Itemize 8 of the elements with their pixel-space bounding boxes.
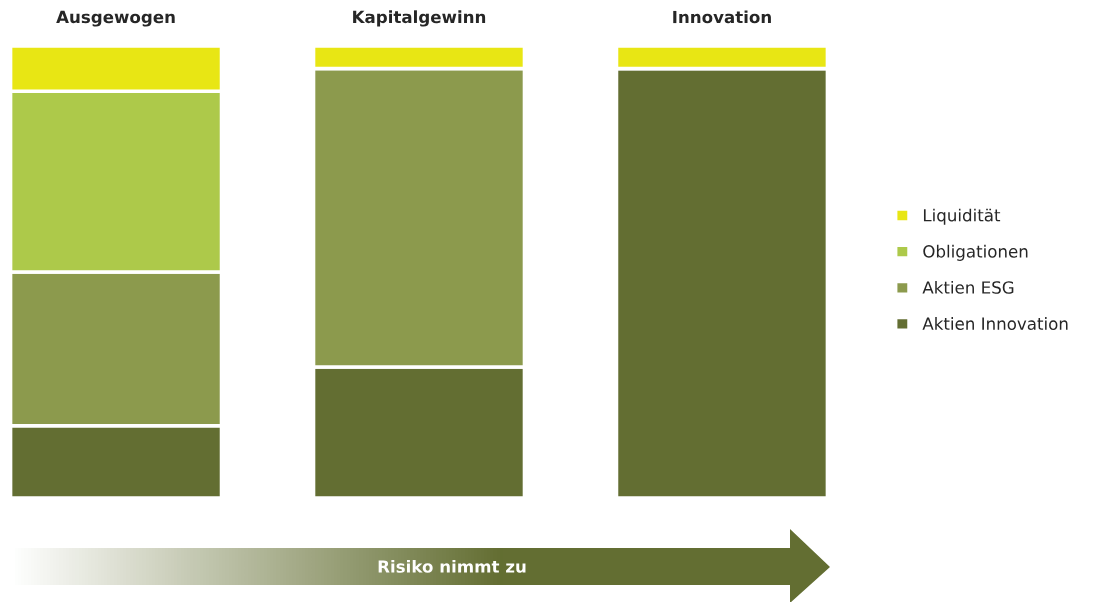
legend-label: Obligationen xyxy=(923,244,1028,261)
legend-label: Aktien Innovation xyxy=(922,317,1068,330)
text: Risiko nimmt zu xyxy=(378,559,526,573)
x-tick-label: Ausgewogen xyxy=(56,10,175,27)
x-tick-label: Kapitalgewinn xyxy=(353,10,486,27)
legend-label: Aktien ESG xyxy=(922,280,1014,294)
legend-label: Liquidität xyxy=(923,208,1001,225)
x-tick-label: Innovation xyxy=(673,10,771,24)
